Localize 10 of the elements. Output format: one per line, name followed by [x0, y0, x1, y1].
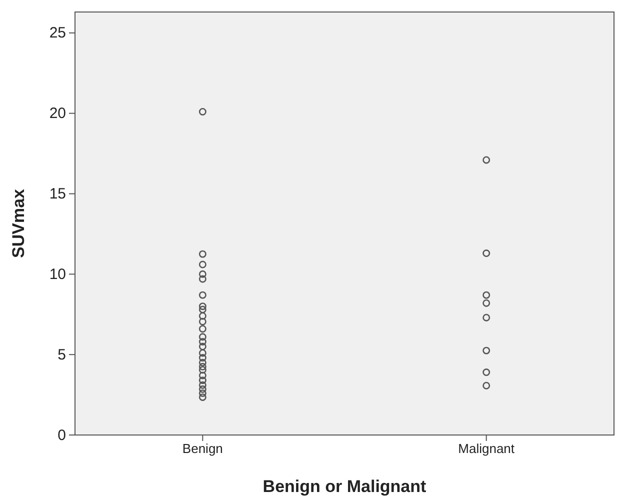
y-tick-label: 5 — [58, 346, 66, 364]
y-tick-label: 10 — [49, 266, 66, 283]
y-axis-title: SUVmax — [9, 188, 28, 258]
y-tick-label: 20 — [49, 105, 66, 122]
y-tick-label: 0 — [58, 426, 66, 444]
y-tick-label: 25 — [49, 24, 66, 42]
x-tick-label: Malignant — [458, 441, 515, 456]
y-tick-label: 15 — [49, 186, 66, 203]
x-axis-title: Benign or Malignant — [262, 477, 427, 496]
x-tick-label: Benign — [182, 441, 223, 456]
